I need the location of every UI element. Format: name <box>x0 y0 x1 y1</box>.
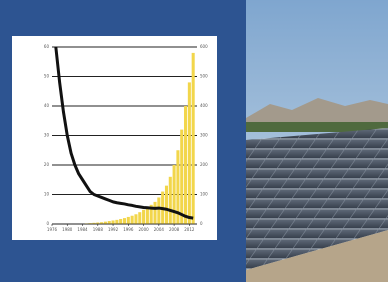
bar <box>157 197 160 224</box>
x-tick-label: 1992 <box>108 227 119 232</box>
y2-tick-label: 600 <box>200 44 208 49</box>
y2-tick-label: 300 <box>200 133 208 138</box>
y-tick-label: 30 <box>44 133 50 138</box>
bar <box>165 186 168 224</box>
bar <box>192 53 195 224</box>
bar <box>115 220 118 224</box>
y-tick-label: 60 <box>44 44 50 49</box>
bar <box>131 216 134 224</box>
bar <box>169 177 172 224</box>
y2-tick-label: 400 <box>200 103 208 108</box>
x-tick-label: 1996 <box>123 227 134 232</box>
y-tick-label: 10 <box>44 192 50 197</box>
y-tick-label: 40 <box>44 103 50 108</box>
y2-tick-label: 200 <box>200 162 208 167</box>
x-tick-label: 1980 <box>62 227 73 232</box>
screenshot: 0102030405060010020030040050060019761980… <box>0 0 388 282</box>
bar <box>180 130 183 224</box>
y2-tick-label: 100 <box>200 192 208 197</box>
bar <box>188 82 191 224</box>
bar <box>154 202 157 224</box>
y2-tick-label: 500 <box>200 74 208 79</box>
x-tick-label: 1984 <box>77 227 88 232</box>
bar <box>184 106 187 224</box>
bar <box>146 207 149 224</box>
bar <box>138 212 141 224</box>
bar <box>123 218 126 224</box>
bar <box>108 221 111 224</box>
x-tick-label: 2004 <box>154 227 165 232</box>
x-tick-label: 2000 <box>138 227 149 232</box>
x-tick-label: 1988 <box>93 227 104 232</box>
y-tick-label: 50 <box>44 74 50 79</box>
bar <box>127 217 130 224</box>
bar <box>142 210 145 224</box>
bar <box>119 219 122 224</box>
x-tick-label: 2008 <box>169 227 180 232</box>
bar <box>112 220 115 224</box>
x-tick-label: 2012 <box>184 227 195 232</box>
bar <box>134 214 137 224</box>
photo <box>246 0 388 282</box>
x-tick-label: 1976 <box>47 227 58 232</box>
y-tick-label: 20 <box>44 162 50 167</box>
bar <box>173 165 176 224</box>
